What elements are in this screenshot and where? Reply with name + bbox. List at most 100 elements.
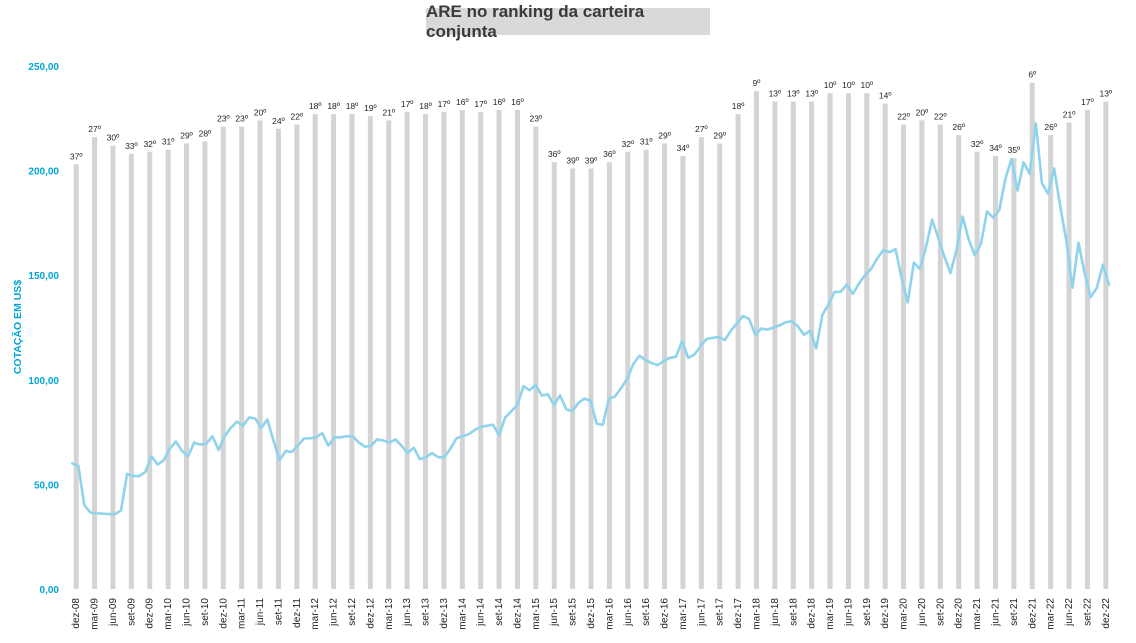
ranking-bar [312, 114, 318, 590]
ranking-bar [698, 137, 704, 589]
y-tick-label: 50,00 [34, 480, 59, 491]
ranking-bar [331, 114, 337, 590]
ranking-bar [92, 137, 98, 589]
ranking-label: 9º [753, 78, 761, 88]
x-tick-label: mar-18 [751, 598, 762, 630]
ranking-label: 18º [309, 101, 322, 111]
ranking-bar [514, 109, 520, 590]
ranking-label: 26º [1044, 122, 1057, 132]
ranking-bar [606, 162, 612, 590]
ranking-bar [386, 120, 392, 589]
x-tick-label: dez-18 [807, 598, 818, 629]
ranking-bar [459, 109, 465, 590]
ranking-label: 24º [272, 116, 285, 126]
y-tick-label: 200,00 [28, 167, 59, 178]
ranking-labels: 37º 27º 30º 33º 32º 31º 29º 28º 23º 23º 20º 24º 22º 1… [70, 70, 1112, 166]
ranking-bar [1103, 101, 1109, 589]
ranking-label: 19º [364, 103, 377, 113]
x-tick-label: dez-21 [1027, 598, 1038, 629]
ranking-label: 22º [897, 112, 910, 122]
ranking-bar [588, 168, 594, 589]
ranking-bar [717, 143, 723, 589]
x-tick-label: mar-19 [825, 598, 836, 630]
chart-title: ARE no ranking da carteira conjunta [426, 2, 710, 41]
ranking-bar [128, 153, 134, 590]
ranking-label: 13º [805, 89, 818, 99]
y-tick-label: 150,00 [28, 271, 59, 282]
x-tick-label: dez-14 [512, 598, 523, 629]
ranking-bar [809, 101, 815, 589]
ranking-bar [184, 143, 190, 589]
ranking-bar [294, 124, 300, 589]
ranking-bar [625, 151, 631, 589]
x-tick-label: set-20 [935, 598, 946, 626]
ranking-label: 10º [824, 80, 837, 90]
x-tick-label: mar-15 [531, 598, 542, 630]
ranking-bar [753, 91, 759, 589]
x-tick-label: dez-17 [733, 598, 744, 629]
ranking-bar [275, 128, 281, 589]
x-tick-label: dez-22 [1101, 598, 1112, 629]
x-tick-label: jun-14 [476, 598, 487, 627]
ranking-label: 34º [677, 143, 690, 153]
ranking-label: 17º [1081, 97, 1094, 107]
x-tick-label: set-14 [494, 598, 505, 626]
x-tick-label: dez-12 [365, 598, 376, 629]
ranking-label: 29º [180, 130, 193, 140]
ranking-label: 32º [971, 139, 984, 149]
x-tick-label: jun-13 [402, 598, 413, 627]
ranking-label: 23º [235, 114, 248, 124]
x-tick-label: dez-16 [660, 598, 671, 629]
ranking-label: 10º [861, 80, 874, 90]
ranking-label: 29º [658, 130, 671, 140]
ranking-label: 22º [934, 112, 947, 122]
y-axis-ticks: 0,00 50,00 100,00 150,00 200,00 250,00 [28, 62, 59, 596]
ranking-bar [570, 168, 576, 589]
x-tick-label: set-17 [715, 598, 726, 626]
x-tick-label: jun-12 [329, 598, 340, 627]
ranking-label: 20º [254, 107, 267, 117]
ranking-bar [735, 114, 741, 590]
x-tick-label: jun-22 [1064, 598, 1075, 627]
ranking-bar [478, 112, 484, 590]
ranking-label: 34º [989, 143, 1002, 153]
ranking-bar [496, 109, 502, 590]
ranking-bar [643, 149, 649, 589]
x-tick-label: set-19 [862, 598, 873, 626]
ranking-label: 36º [603, 149, 616, 159]
x-tick-label: mar-14 [457, 598, 468, 630]
x-tick-label: mar-12 [310, 598, 321, 630]
ranking-label: 13º [1100, 89, 1113, 99]
x-tick-label: mar-11 [237, 598, 248, 629]
x-tick-label: mar-22 [1046, 598, 1057, 630]
x-tick-label: dez-08 [71, 598, 82, 629]
ranking-label: 18º [732, 101, 745, 111]
ranking-label: 13º [769, 89, 782, 99]
ranking-label: 39º [566, 156, 579, 166]
ranking-bar [147, 151, 153, 589]
ranking-label: 18º [346, 101, 359, 111]
ranking-label: 31º [640, 137, 653, 147]
ranking-bar [864, 93, 870, 589]
x-tick-label: jun-17 [696, 598, 707, 627]
x-tick-label: set-22 [1082, 598, 1093, 626]
ranking-bar [110, 145, 116, 589]
ranking-label: 31º [162, 137, 175, 147]
x-tick-label: dez-15 [586, 598, 597, 629]
x-tick-label: mar-17 [678, 598, 689, 630]
ranking-bar [239, 126, 245, 590]
ranking-label: 17º [401, 99, 414, 109]
ranking-label: 21º [382, 107, 395, 117]
ranking-bar [73, 164, 79, 589]
ranking-label: 16º [456, 97, 469, 107]
y-tick-label: 250,00 [28, 62, 59, 73]
ranking-bar [1084, 109, 1090, 590]
ranking-label: 17º [474, 99, 487, 109]
x-tick-label: jun-19 [843, 598, 854, 627]
ranking-label: 14º [879, 91, 892, 101]
ranking-label: 23º [530, 114, 543, 124]
x-tick-label: jun-16 [623, 598, 634, 627]
x-tick-label: mar-13 [384, 598, 395, 630]
x-tick-label: jun-21 [990, 598, 1001, 627]
